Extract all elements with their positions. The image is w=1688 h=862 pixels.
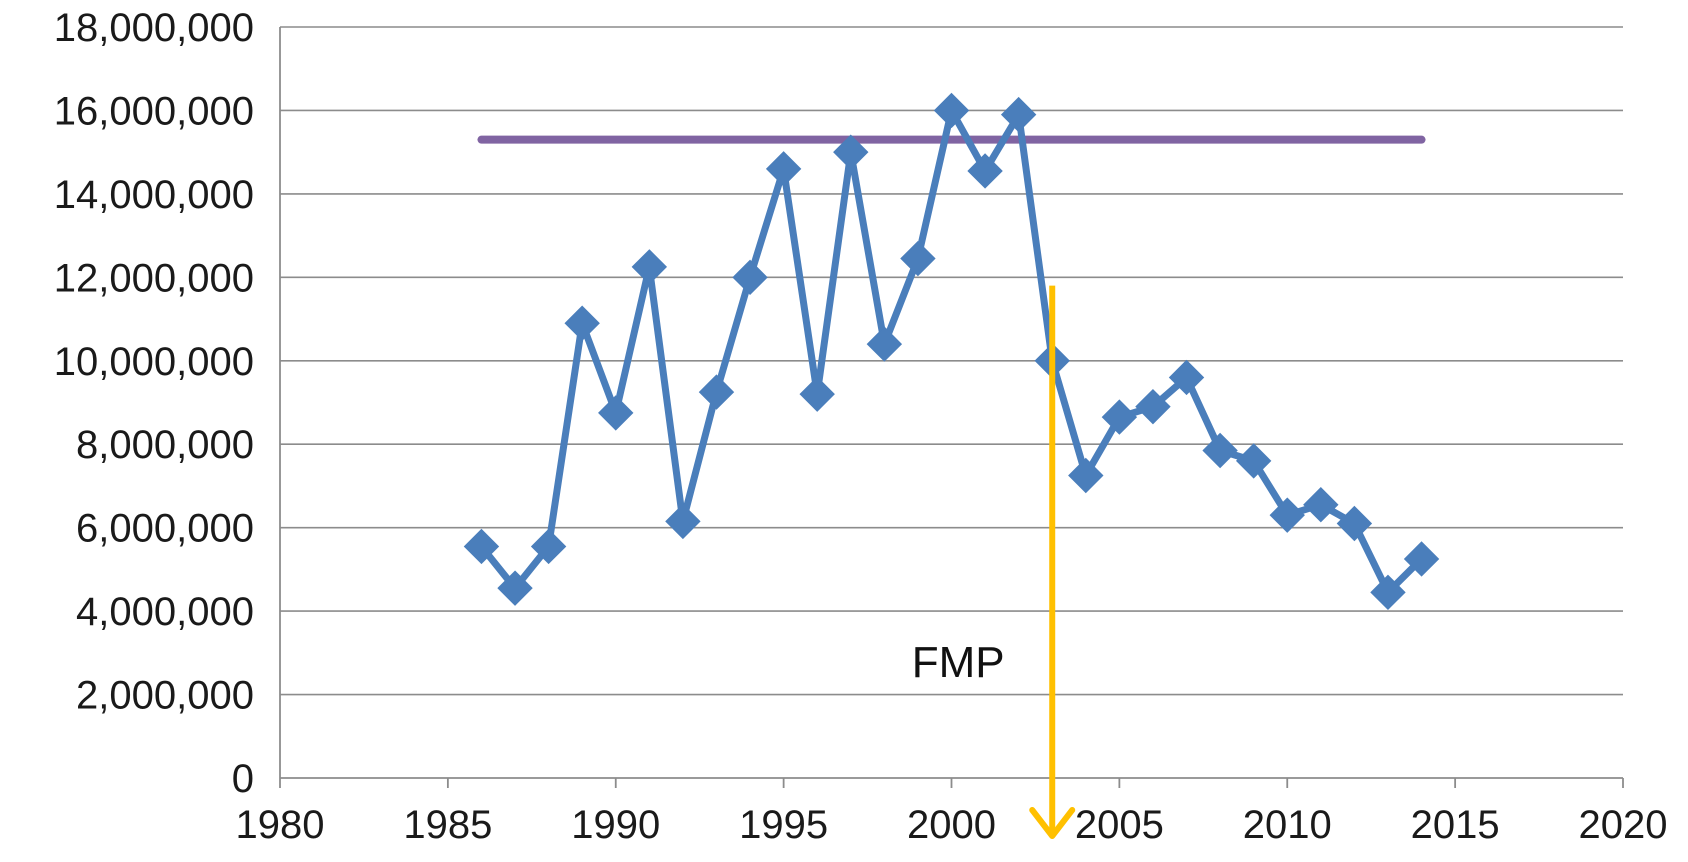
data-point-marker: [698, 374, 735, 410]
gridlines: [280, 26, 1623, 696]
x-tick-label: 2000: [907, 803, 996, 847]
x-tick-labels: 1980 1985 1990 1995 2000 2005 2010 2015 2020: [236, 803, 1668, 847]
data-point-marker: [765, 151, 802, 187]
y-tick-label: 16,000,000: [54, 89, 254, 133]
annotation-layer: FMP: [912, 285, 1076, 839]
y-tick-label: 14,000,000: [54, 173, 254, 217]
series-layer: [463, 92, 1440, 611]
data-point-marker: [1370, 574, 1406, 611]
data-point-marker: [564, 305, 600, 341]
data-point-marker: [900, 240, 936, 277]
data-point-marker: [1303, 487, 1339, 523]
data-point-marker: [833, 134, 869, 170]
data-point-marker: [1101, 399, 1138, 435]
fmp-arrow-head: [1029, 807, 1076, 839]
x-tick-label: 2010: [1243, 803, 1332, 847]
y-tick-label: 12,000,000: [54, 256, 254, 300]
data-point-marker: [1068, 457, 1104, 494]
y-tick-label: 18,000,000: [54, 6, 254, 50]
data-point-marker: [1235, 443, 1272, 479]
data-point-marker: [933, 92, 970, 129]
data-point-marker: [1168, 359, 1205, 396]
data-point-marker: [463, 528, 500, 565]
x-tick-label: 2015: [1411, 803, 1500, 847]
data-point-marker: [1336, 505, 1373, 542]
axes: [279, 27, 1624, 788]
data-point-marker: [1269, 497, 1305, 533]
data-point-marker: [866, 326, 903, 362]
data-point-marker: [598, 395, 634, 431]
y-tick-labels: 0 2,000,000 4,000,000 6,000,000 8,000,000 10,…: [54, 6, 254, 801]
y-tick-label: 2,000,000: [76, 674, 254, 718]
data-point-marker: [631, 249, 668, 285]
x-tick-label: 1990: [571, 803, 660, 847]
data-point-marker: [732, 259, 768, 296]
x-tick-label: 1995: [739, 803, 828, 847]
data-point-marker: [497, 570, 533, 606]
data-point-marker: [665, 503, 701, 540]
x-tick-label: 2005: [1075, 803, 1164, 847]
x-tick-label: 1985: [403, 803, 492, 847]
data-point-marker: [530, 528, 567, 565]
data-point-marker: [967, 153, 1003, 189]
data-point-marker: [799, 376, 835, 412]
x-tick-label: 2020: [1579, 803, 1668, 847]
y-tick-label: 4,000,000: [76, 590, 254, 634]
data-point-marker: [1403, 541, 1440, 577]
y-tick-label: 8,000,000: [76, 423, 254, 467]
y-tick-label: 10,000,000: [54, 340, 254, 384]
fmp-label: FMP: [912, 638, 1005, 687]
data-point-marker: [1202, 432, 1238, 469]
y-tick-label: 0: [232, 757, 254, 801]
data-point-marker: [1135, 388, 1171, 425]
y-tick-label: 6,000,000: [76, 507, 254, 551]
data-point-marker: [1000, 96, 1037, 133]
x-tick-label: 1980: [236, 803, 325, 847]
